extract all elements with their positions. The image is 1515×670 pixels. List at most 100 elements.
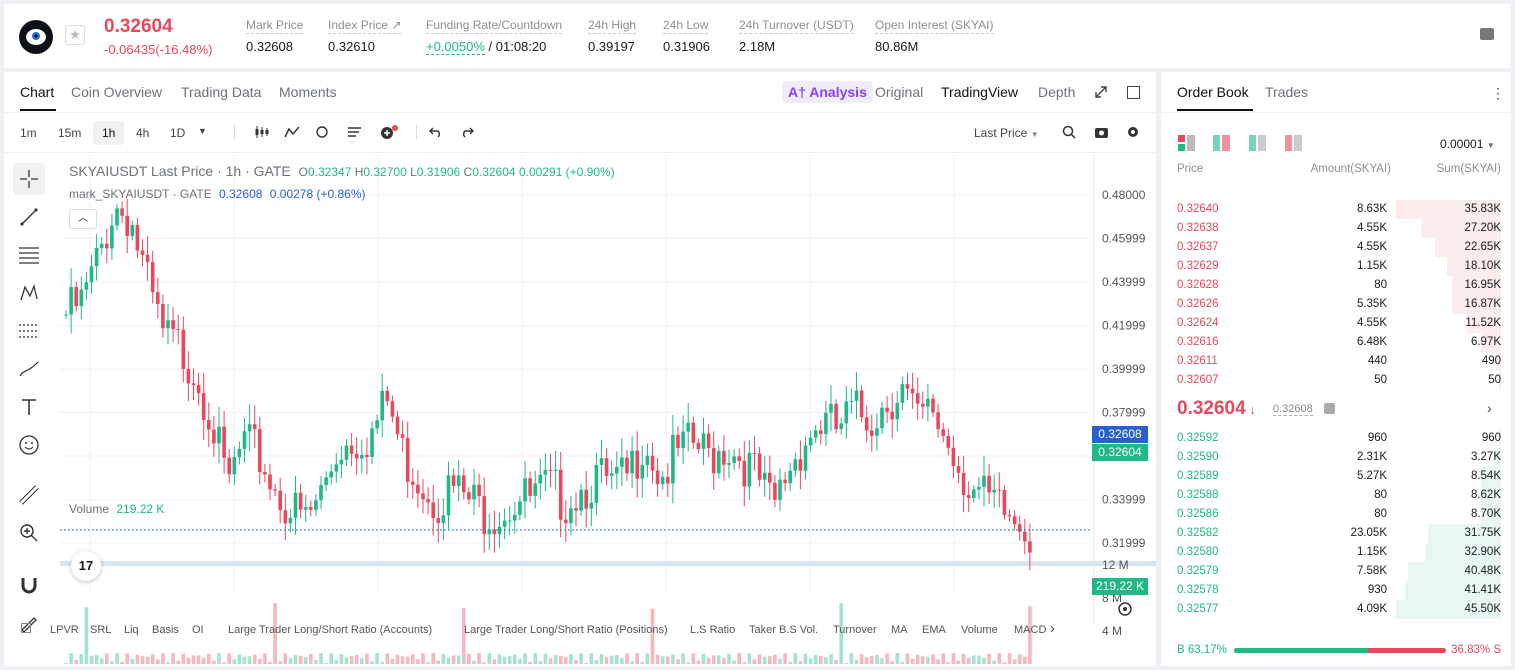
row-price: 0.32586 — [1177, 508, 1219, 520]
indicator-6[interactable]: Large Trader Long/Short Ratio (Positions… — [464, 624, 668, 636]
candle — [681, 431, 685, 449]
collapse-legend-icon[interactable]: ︿ — [69, 209, 97, 229]
interval-1m[interactable]: 1m — [20, 126, 37, 140]
crosshair-icon[interactable] — [13, 163, 45, 195]
templates-icon[interactable] — [347, 125, 363, 139]
tab-coin-overview[interactable]: Coin Overview — [71, 84, 163, 100]
indicator-11[interactable]: EMA — [922, 624, 946, 636]
indicator-13[interactable]: MACD — [1014, 624, 1047, 636]
tab-trades[interactable]: Trades — [1265, 84, 1309, 100]
price-chart[interactable]: 0.48000 0.45999 0.43999 0.41999 0.39999 0.379… — [60, 154, 1156, 664]
orderbook-row[interactable]: 0.32626 5.35K 16.87K — [1161, 295, 1511, 314]
alerts-icon[interactable] — [379, 124, 399, 140]
prediction-icon[interactable] — [13, 315, 45, 347]
indicator-8[interactable]: Taker B.S Vol. — [749, 624, 819, 636]
camera-icon[interactable] — [1094, 125, 1109, 139]
interval-1h[interactable]: 1h — [93, 121, 125, 145]
emoji-icon[interactable] — [13, 429, 45, 461]
volume-bar — [227, 653, 231, 664]
text-tool-icon[interactable] — [13, 391, 45, 423]
candle — [84, 282, 89, 290]
precision-select[interactable]: 0.00001 ▼ — [1440, 137, 1495, 151]
redo-icon[interactable] — [460, 126, 474, 138]
orderbook-row[interactable]: 0.32624 4.55K 11.52K — [1161, 314, 1511, 333]
settings-gear-icon[interactable] — [1126, 125, 1140, 139]
indicator-2[interactable]: Liq — [124, 624, 139, 636]
view-split-icon[interactable] — [1213, 135, 1231, 151]
fib-lines-icon[interactable] — [13, 239, 45, 271]
indicator-12[interactable]: Volume — [961, 624, 998, 636]
chart-settings-icon[interactable] — [1117, 601, 1133, 617]
scroll-right-icon[interactable]: › — [1050, 620, 1055, 637]
tab-tradingview[interactable]: TradingView — [941, 84, 1019, 100]
interval-15m[interactable]: 15m — [58, 126, 82, 140]
chevron-right-icon[interactable]: › — [1487, 400, 1492, 416]
candles-icon[interactable] — [254, 125, 270, 139]
indicator-3[interactable]: Basis — [152, 624, 179, 636]
orderbook-row[interactable]: 0.32579 7.58K 40.48K — [1161, 562, 1511, 581]
interval-1d[interactable]: 1D — [170, 126, 186, 140]
interval-4h[interactable]: 4h — [136, 126, 150, 140]
tab-chart[interactable]: Chart — [20, 84, 55, 100]
indicator-9[interactable]: Turnover — [833, 624, 877, 636]
expand-icon[interactable] — [1094, 85, 1108, 99]
tab-original[interactable]: Original — [875, 84, 924, 100]
indicator-7[interactable]: L.S Ratio — [690, 624, 736, 636]
indicators-icon[interactable] — [284, 125, 300, 139]
more-menu-icon[interactable]: ⋮ — [1491, 85, 1505, 101]
orderbook-row[interactable]: 0.32638 4.55K 27.20K — [1161, 219, 1511, 238]
brush-icon[interactable] — [13, 353, 45, 385]
indicator-0[interactable]: LPVR — [50, 624, 79, 636]
zoom-in-icon[interactable] — [13, 517, 45, 549]
indicator-1[interactable]: SRL — [90, 624, 112, 636]
price-change: -0.06435(-16.48%) — [104, 42, 213, 57]
orderbook-row[interactable]: 0.32640 8.63K 35.83K — [1161, 200, 1511, 219]
interval-dropdown-icon[interactable]: ▼ — [198, 126, 207, 136]
orderbook-row[interactable]: 0.32616 6.48K 6.97K — [1161, 333, 1511, 352]
orderbook-row[interactable]: 0.32629 1.15K 18.10K — [1161, 257, 1511, 276]
orderbook-row[interactable]: 0.32586 80 8.70K — [1161, 505, 1511, 524]
orderbook-row[interactable]: 0.32580 1.15K 32.90K — [1161, 543, 1511, 562]
orderbook-row[interactable]: 0.32588 80 8.62K — [1161, 486, 1511, 505]
orderbook-row[interactable]: 0.32637 4.55K 22.65K — [1161, 238, 1511, 257]
candle — [543, 470, 548, 475]
candle — [191, 383, 196, 386]
trend-line-icon[interactable] — [13, 201, 45, 233]
window-icon[interactable] — [1127, 86, 1140, 99]
ruler-icon[interactable] — [13, 479, 45, 511]
orderbook-row[interactable]: 0.32607 50 50 — [1161, 371, 1511, 390]
expand-indicators-icon[interactable] — [21, 623, 31, 633]
orderbook-row[interactable]: 0.32592 960 960 — [1161, 429, 1511, 448]
view-asks-icon[interactable] — [1285, 135, 1303, 151]
indicator-5[interactable]: Large Trader Long/Short Ratio (Accounts) — [228, 624, 433, 636]
indicator-10[interactable]: MA — [891, 624, 908, 636]
volume-bar — [400, 656, 405, 664]
orderbook-row[interactable]: 0.32578 930 41.41K — [1161, 581, 1511, 600]
magnet-icon[interactable] — [13, 569, 45, 601]
tab-depth[interactable]: Depth — [1038, 84, 1076, 100]
book-icon[interactable] — [1480, 28, 1494, 40]
candle — [630, 450, 634, 474]
view-both-icon[interactable] — [1178, 135, 1196, 151]
pattern-icon[interactable] — [13, 277, 45, 309]
view-bids-icon[interactable] — [1249, 135, 1267, 151]
favorite-star-icon[interactable]: ★ — [65, 25, 85, 45]
orderbook-row[interactable]: 0.32628 80 16.95K — [1161, 276, 1511, 295]
search-icon[interactable] — [1062, 125, 1076, 139]
tab-moments[interactable]: Moments — [279, 84, 337, 100]
orderbook-row[interactable]: 0.32577 4.09K 45.50K — [1161, 600, 1511, 619]
tab-analysis[interactable]: A† Analysis — [782, 81, 873, 103]
tradingview-logo-icon[interactable]: 17 — [71, 551, 101, 581]
pencil-lock-icon[interactable] — [13, 607, 45, 639]
orderbook-row[interactable]: 0.32589 5.27K 8.54K — [1161, 467, 1511, 486]
orderbook-row[interactable]: 0.32590 2.31K 3.27K — [1161, 448, 1511, 467]
undo-icon[interactable] — [429, 126, 443, 138]
replay-icon[interactable] — [315, 125, 329, 139]
price-type-select[interactable]: Last Price ▼ — [974, 126, 1039, 140]
tab-order-book[interactable]: Order Book — [1177, 84, 1249, 100]
stat-index-price[interactable]: Index Price ↗ 0.32610 — [328, 18, 402, 54]
orderbook-row[interactable]: 0.32611 440 490 — [1161, 352, 1511, 371]
tab-trading-data[interactable]: Trading Data — [181, 84, 262, 100]
orderbook-row[interactable]: 0.32582 23.05K 31.75K — [1161, 524, 1511, 543]
indicator-4[interactable]: OI — [192, 624, 204, 636]
